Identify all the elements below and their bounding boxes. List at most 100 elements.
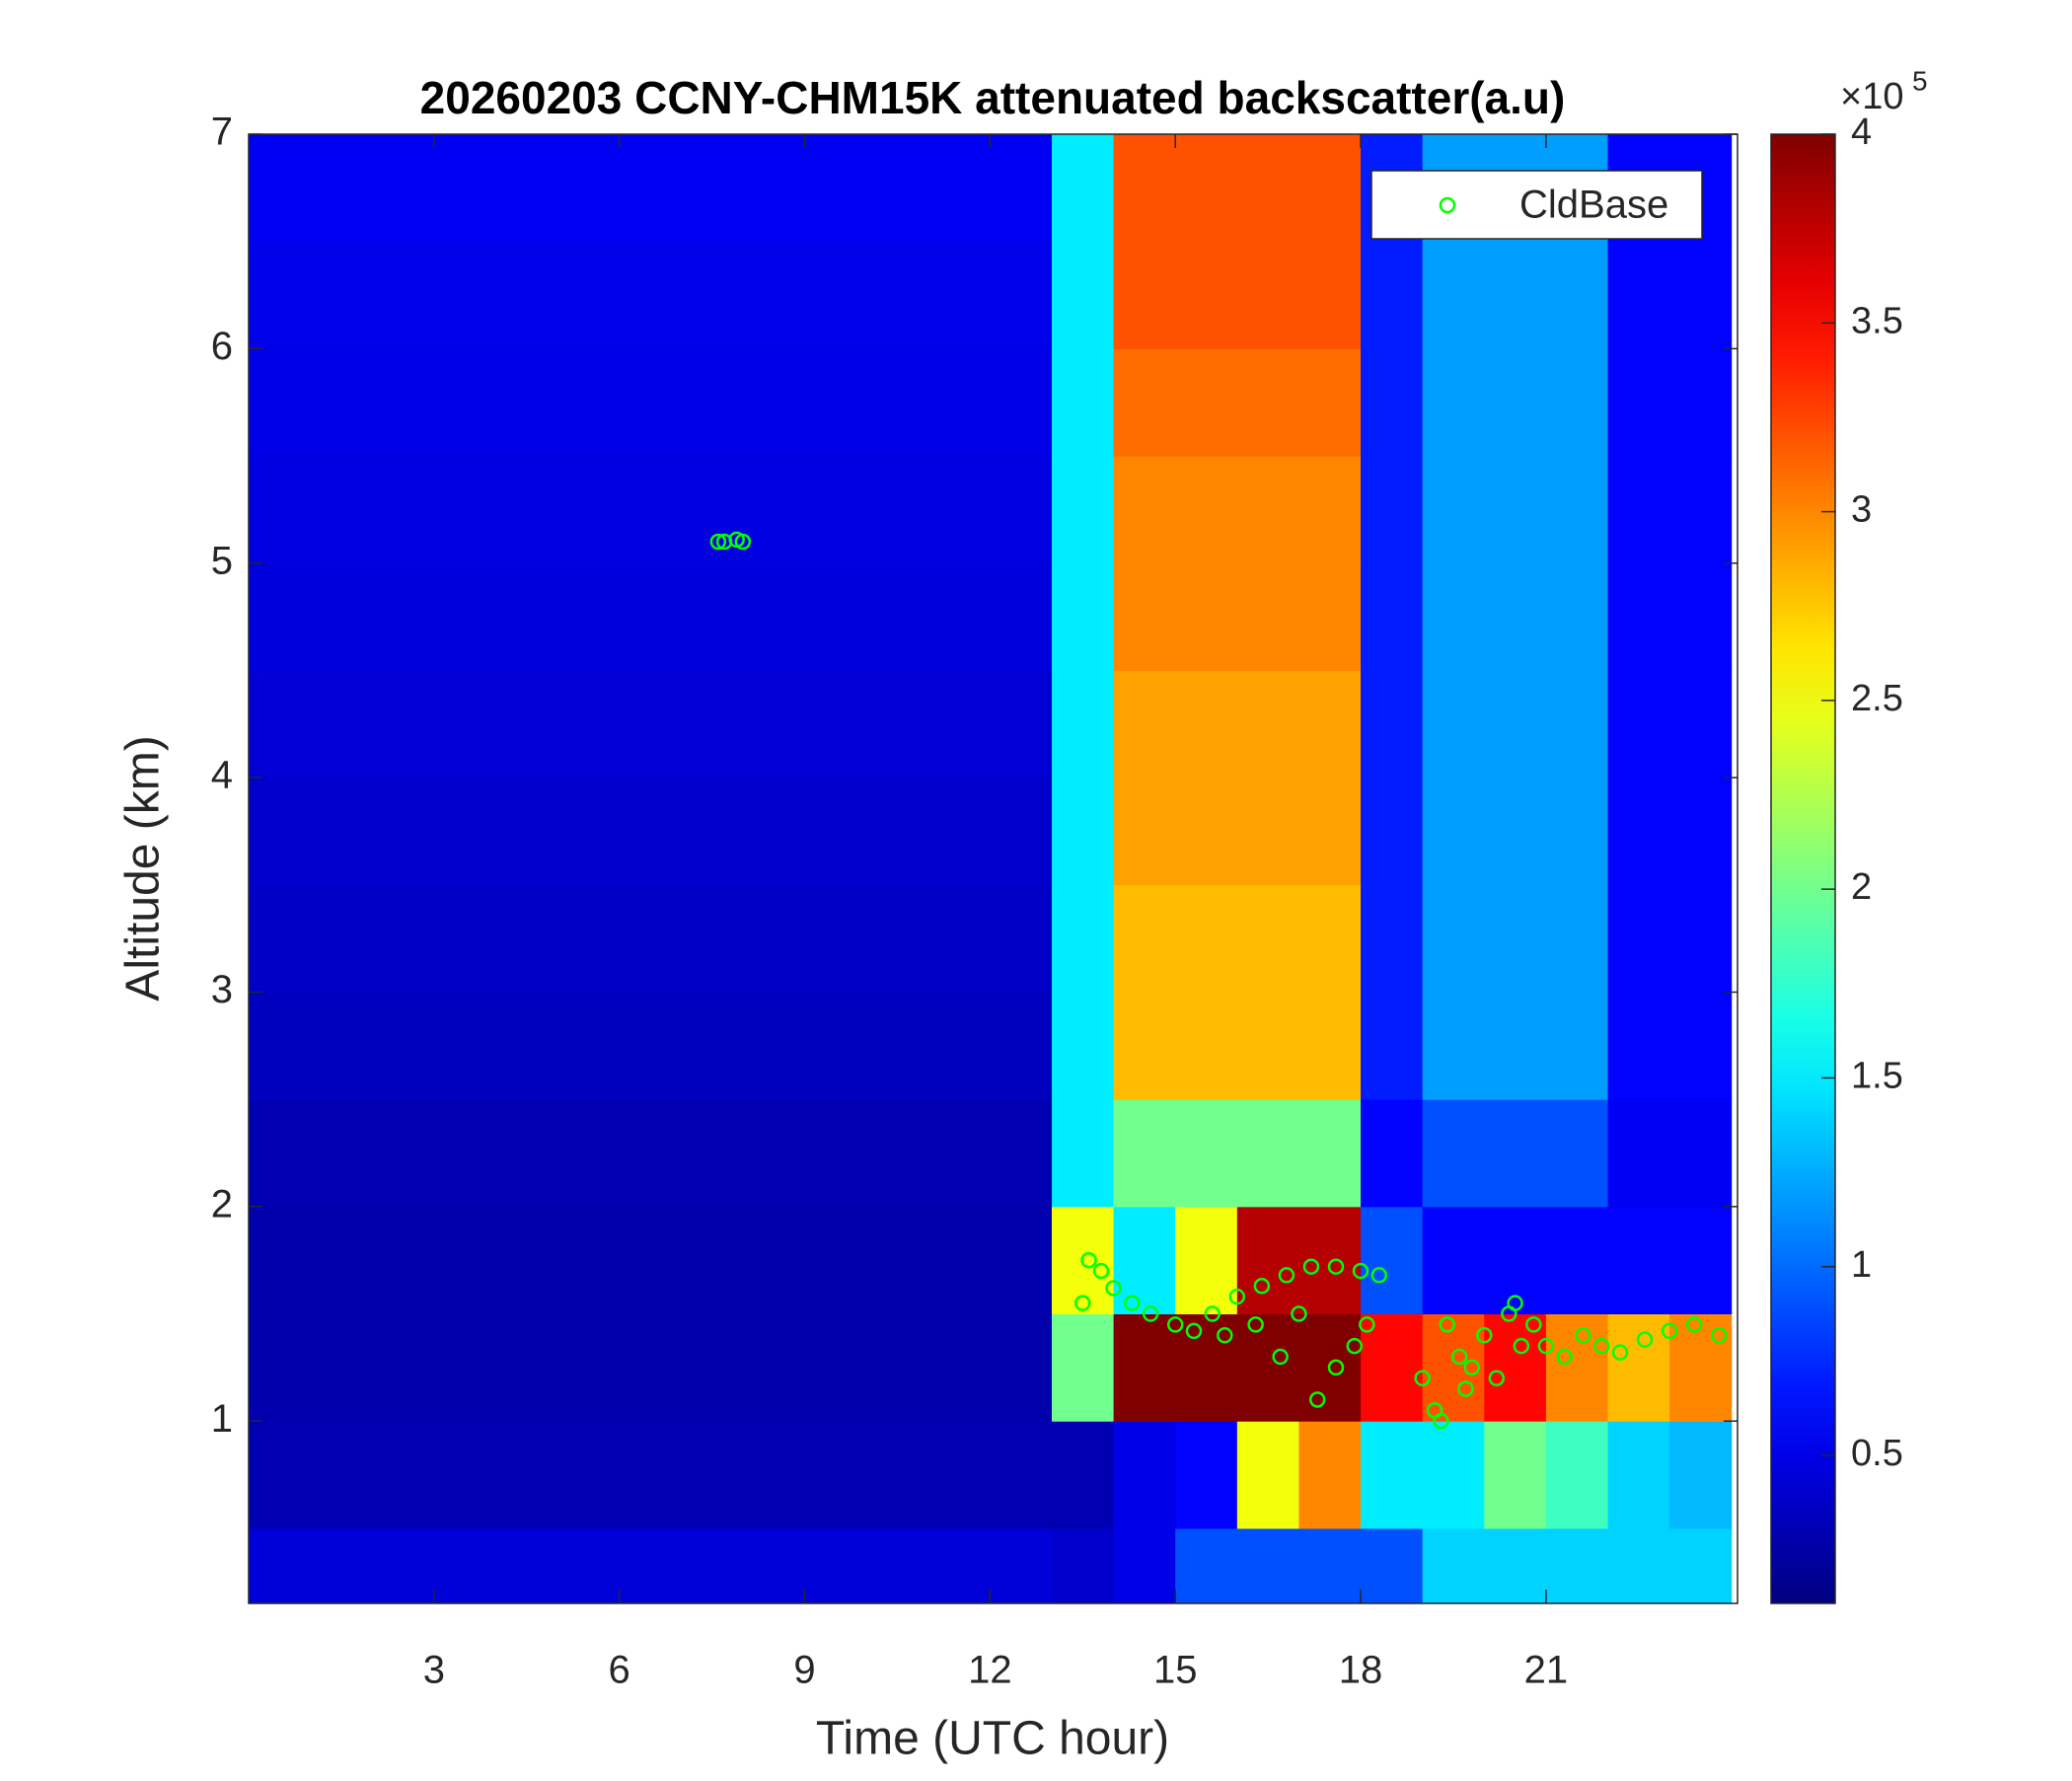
heatmap-cell bbox=[1236, 1527, 1299, 1603]
heatmap-cell bbox=[1484, 1421, 1547, 1529]
heatmap-cell bbox=[433, 348, 496, 457]
heatmap-cell bbox=[433, 134, 496, 243]
chart-title: 20260203 CCNY-CHM15K attenuated backscat… bbox=[420, 72, 1566, 123]
heatmap-cell bbox=[804, 778, 867, 886]
heatmap-cell bbox=[619, 456, 682, 564]
heatmap-cell bbox=[1607, 348, 1670, 457]
heatmap-cell bbox=[1484, 456, 1547, 564]
heatmap-cell bbox=[1051, 1421, 1115, 1529]
heatmap-cell bbox=[557, 1099, 621, 1208]
heatmap-cell bbox=[990, 348, 1053, 457]
heatmap-cell bbox=[1607, 778, 1670, 886]
heatmap-cell bbox=[1236, 1313, 1299, 1422]
heatmap-cell bbox=[927, 562, 991, 671]
cloud-base-point bbox=[1327, 1359, 1345, 1376]
heatmap-cell bbox=[310, 778, 373, 886]
heatmap-cell bbox=[681, 1527, 744, 1603]
heatmap-cell bbox=[804, 134, 867, 243]
heatmap-cell bbox=[681, 778, 744, 886]
cloud-base-point bbox=[1525, 1316, 1542, 1333]
cloud-base-point bbox=[1636, 1331, 1654, 1348]
heatmap-cell bbox=[619, 670, 682, 779]
cloud-base-point bbox=[1080, 1251, 1097, 1269]
heatmap-cell bbox=[249, 562, 312, 671]
heatmap-cell bbox=[557, 992, 621, 1100]
heatmap-cell bbox=[1236, 1421, 1299, 1529]
heatmap-cell bbox=[372, 562, 435, 671]
heatmap-cell bbox=[927, 670, 991, 779]
heatmap-cell bbox=[557, 562, 621, 671]
heatmap-cell bbox=[1113, 1527, 1176, 1603]
heatmap-cell bbox=[1607, 992, 1670, 1100]
heatmap-cell bbox=[1422, 1099, 1485, 1208]
cloud-base-point bbox=[1457, 1380, 1474, 1397]
heatmap-cell bbox=[1484, 992, 1547, 1100]
heatmap-cell bbox=[866, 670, 929, 779]
heatmap-cell bbox=[866, 884, 929, 993]
heatmap-cell bbox=[1113, 241, 1176, 349]
heatmap-cell bbox=[1113, 884, 1176, 993]
heatmap-cell bbox=[990, 1527, 1053, 1603]
y-axis-label: Altitude (km) bbox=[117, 735, 170, 1001]
heatmap-cell bbox=[742, 1313, 806, 1422]
heatmap-cell bbox=[1545, 1206, 1609, 1315]
heatmap-cell bbox=[557, 1313, 621, 1422]
cloud-base-point bbox=[1439, 1316, 1455, 1333]
heatmap-cell bbox=[310, 562, 373, 671]
heatmap-cell bbox=[1175, 134, 1238, 243]
heatmap-cell bbox=[249, 1421, 312, 1529]
x-tick-label: 3 bbox=[423, 1649, 445, 1692]
heatmap-cell bbox=[1484, 1206, 1547, 1315]
x-tick-label: 21 bbox=[1524, 1649, 1569, 1692]
heatmap-cell bbox=[927, 884, 991, 993]
heatmap-cell bbox=[742, 134, 806, 243]
heatmap-cell bbox=[1113, 1313, 1176, 1422]
heatmap-cell bbox=[1298, 884, 1362, 993]
heatmap-cell bbox=[866, 1313, 929, 1422]
y-tick-label: 2 bbox=[211, 1182, 233, 1225]
heatmap-cell bbox=[742, 456, 806, 564]
heatmap-cell bbox=[1361, 778, 1424, 886]
heatmap-cell bbox=[1422, 1421, 1485, 1529]
heatmap-cell bbox=[1298, 456, 1362, 564]
heatmap-cell bbox=[742, 992, 806, 1100]
heatmap-cell bbox=[310, 1206, 373, 1315]
y-tick-label: 6 bbox=[211, 325, 233, 368]
heatmap-cell bbox=[1236, 778, 1299, 886]
heatmap-cell bbox=[1607, 1421, 1670, 1529]
heatmap-cell bbox=[804, 562, 867, 671]
heatmap-cell bbox=[1298, 1527, 1362, 1603]
heatmap-cell bbox=[372, 884, 435, 993]
heatmap-cell bbox=[1051, 778, 1115, 886]
heatmap-cell bbox=[1545, 241, 1609, 349]
heatmap-cell bbox=[1361, 1099, 1424, 1208]
cloud-base-point bbox=[1611, 1344, 1629, 1361]
heatmap-cell bbox=[1422, 348, 1485, 457]
heatmap-cell bbox=[495, 778, 558, 886]
heatmap-cell bbox=[495, 348, 558, 457]
heatmap-cell bbox=[557, 778, 621, 886]
heatmap-cell bbox=[1236, 241, 1299, 349]
heatmap-cell bbox=[619, 562, 682, 671]
heatmap-cell bbox=[804, 1206, 867, 1315]
heatmap-cell bbox=[433, 241, 496, 349]
heatmap-cell bbox=[557, 1527, 621, 1603]
heatmap-cell bbox=[433, 884, 496, 993]
colorbar-tick-label: 2 bbox=[1851, 866, 1872, 908]
heatmap-cell bbox=[681, 348, 744, 457]
heatmap-cell bbox=[1545, 1527, 1609, 1603]
heatmap-cell bbox=[249, 992, 312, 1100]
heatmap-cell bbox=[1113, 348, 1176, 457]
heatmap-cell bbox=[433, 1099, 496, 1208]
heatmap-cell bbox=[249, 778, 312, 886]
heatmap-cell bbox=[990, 134, 1053, 243]
cloud-base-point bbox=[1253, 1278, 1271, 1295]
heatmap-cell bbox=[990, 456, 1053, 564]
heatmap-cell bbox=[433, 670, 496, 779]
heatmap-cell bbox=[1113, 1099, 1176, 1208]
heatmap-cell bbox=[1607, 562, 1670, 671]
heatmap-cell bbox=[1051, 348, 1115, 457]
heatmap-cell bbox=[1175, 670, 1238, 779]
heatmap-cell bbox=[927, 1527, 991, 1603]
heatmap-cell bbox=[990, 562, 1053, 671]
